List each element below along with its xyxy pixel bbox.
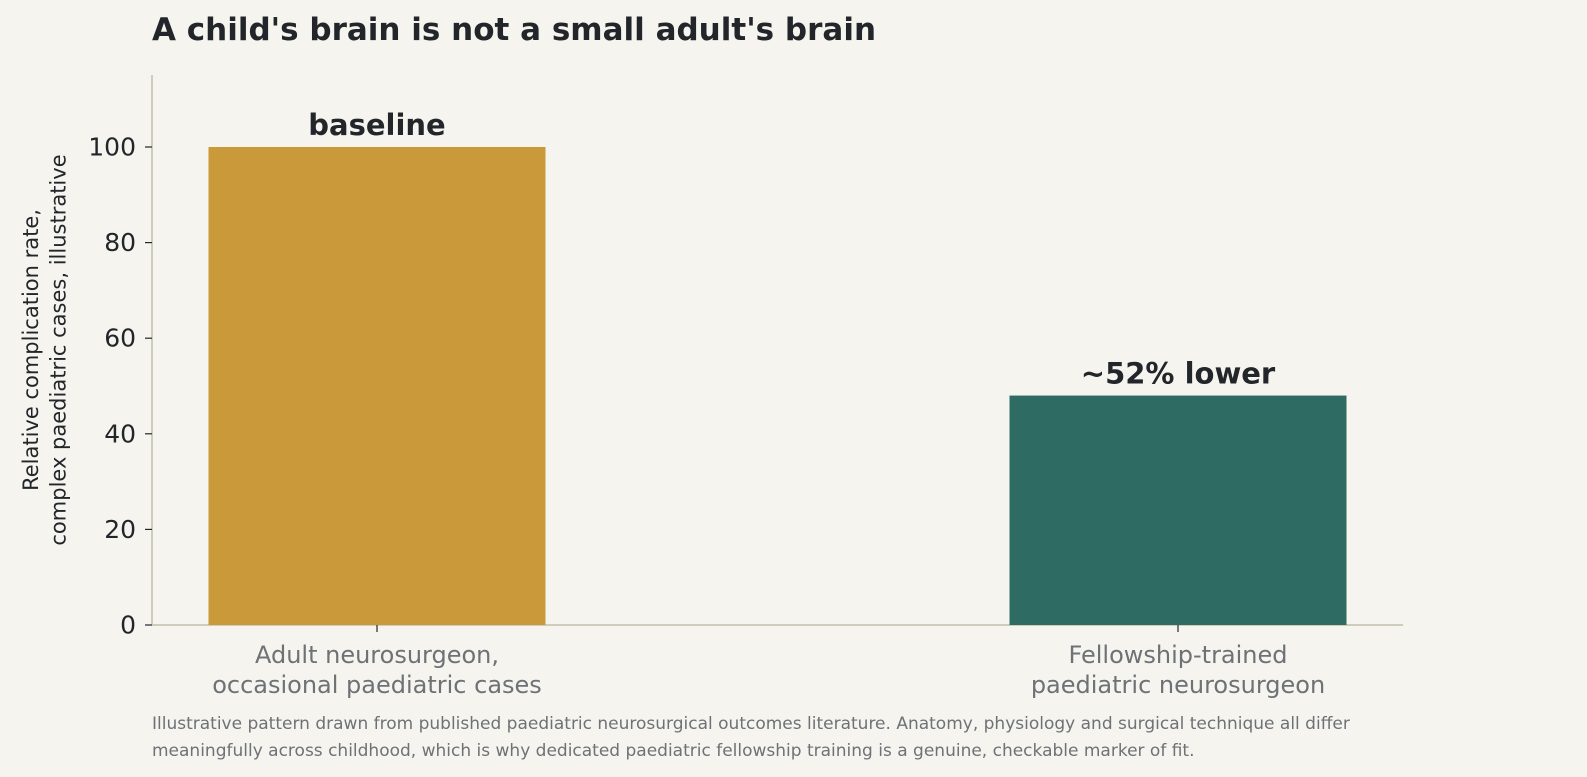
y-tick-label: 20 (104, 515, 136, 544)
y-tick-label: 100 (88, 133, 136, 162)
bar-data-label: ~52% lower (1081, 357, 1276, 391)
bar (208, 147, 546, 625)
y-tick-label: 0 (120, 611, 136, 640)
chart-caption: Illustrative pattern drawn from publishe… (152, 711, 1572, 765)
y-axis-label: Relative complication rate, complex paedi… (19, 154, 70, 545)
y-tick-label: 40 (104, 419, 136, 448)
y-tick-label: 80 (104, 228, 136, 257)
caption-line: Illustrative pattern drawn from publishe… (152, 714, 1350, 734)
chart-title: A child's brain is not a small adult's b… (152, 12, 877, 48)
caption-line: meaningfully across childhood, which is … (152, 741, 1195, 761)
x-tick-label: Fellowship-trained paediatric neurosurgeo… (1031, 641, 1325, 699)
bar (1009, 395, 1347, 625)
y-tick-label: 60 (104, 324, 136, 353)
x-tick-label: Adult neurosurgeon, occasional paediatric… (212, 641, 542, 699)
bar-data-label: baseline (308, 108, 445, 142)
